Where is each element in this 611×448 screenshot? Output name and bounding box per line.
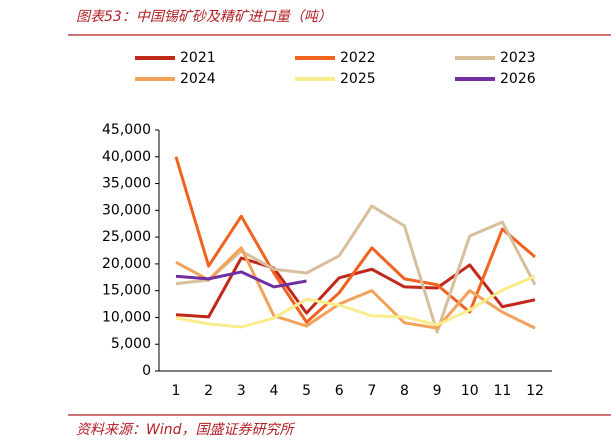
y-tick-label: 30,000	[102, 202, 151, 218]
source: 资料来源：Wind，国盛证券研究所	[76, 422, 295, 438]
series-line	[175, 274, 536, 329]
y-tick-label: 5,000	[111, 336, 151, 352]
y-tick-label: 25,000	[102, 229, 151, 245]
x-tick-label: 5	[302, 383, 311, 399]
x-tick-label: 7	[367, 383, 376, 399]
legend-label: 2024	[180, 71, 216, 87]
legend-label: 2025	[340, 71, 376, 87]
x-tick-label: 10	[461, 383, 479, 399]
y-tick-label: 15,000	[102, 283, 151, 299]
series-line	[175, 256, 536, 319]
legend-label: 2023	[500, 50, 536, 66]
series-line	[174, 156, 536, 324]
legend-label: 2022	[340, 50, 376, 66]
x-tick-label: 4	[269, 383, 278, 399]
x-tick-label: 11	[493, 383, 511, 399]
x-tick-label: 9	[433, 383, 442, 399]
y-tick-label: 10,000	[102, 309, 151, 325]
x-tick-label: 12	[526, 383, 544, 399]
legend-label: 2021	[180, 50, 216, 66]
y-tick-label: 20,000	[102, 256, 151, 272]
x-tick-label: 3	[237, 383, 246, 399]
x-tick-label: 6	[335, 383, 344, 399]
y-tick-label: 45,000	[102, 122, 151, 138]
chart-title: 图表53：中国锡矿砂及精矿进口量（吨）	[76, 9, 332, 25]
y-tick-label: 35,000	[102, 176, 151, 192]
x-tick-label: 8	[400, 383, 409, 399]
x-tick-label: 2	[204, 383, 213, 399]
series-line	[175, 246, 536, 330]
series-line	[175, 270, 307, 289]
y-tick-label: 0	[142, 363, 151, 379]
y-tick-label: 40,000	[102, 149, 151, 165]
legend-label: 2026	[500, 71, 536, 87]
series-line	[175, 204, 537, 334]
x-tick-label: 1	[172, 383, 181, 399]
